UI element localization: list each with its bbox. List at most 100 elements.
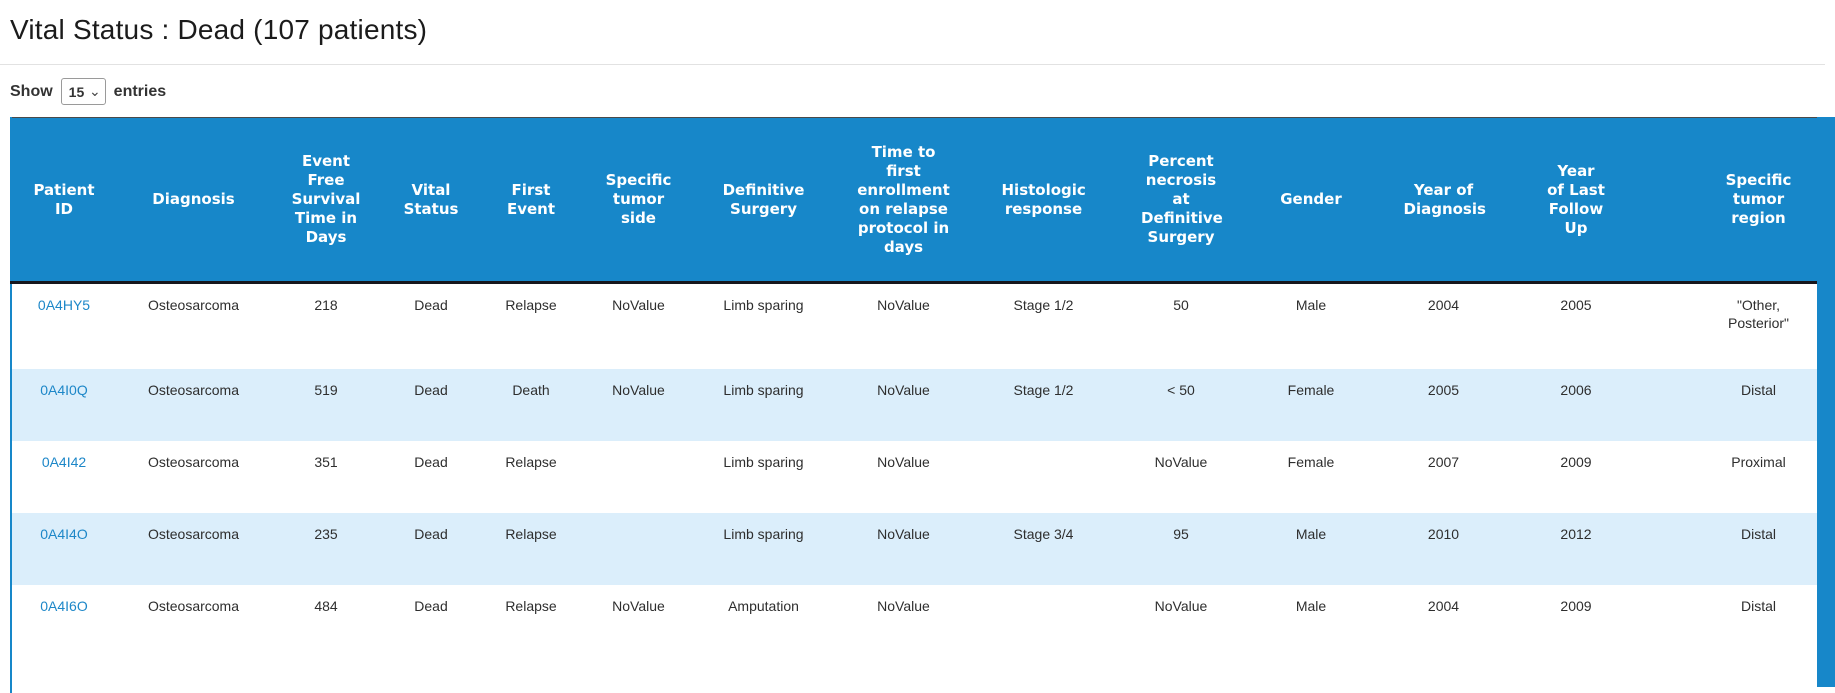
cell-value: 2004 [1427, 597, 1460, 614]
column-header-label: Time to first enrollment on relapse prot… [857, 142, 950, 256]
column-header-patient-id: Patient ID [11, 117, 116, 284]
cell-value: Limb sparing [723, 381, 804, 398]
cell-patient-id: 0A4HY5 [11, 283, 116, 369]
cell-value: 2009 [1560, 453, 1592, 470]
cell-first-event: Relapse [481, 585, 581, 693]
column-header-label: Year of Diagnosis [1403, 180, 1486, 218]
cell-value: Limb sparing [723, 525, 804, 542]
cell-value: 2005 [1560, 297, 1592, 313]
cell-tumor-region: Distal [1636, 369, 1835, 441]
divider-line [0, 64, 1825, 65]
table-row: 0A4I4O Osteosarcoma 235 Dead Relapse Limb spa… [11, 512, 1835, 585]
table-zone: Patient ID Diagnosis Event Free Survival T… [0, 117, 1835, 693]
cell-diagnosis: Osteosarcoma [116, 513, 271, 585]
cell-first-event: Death [481, 369, 581, 441]
cell-value: 2007 [1427, 453, 1460, 470]
cell-value: Proximal [1731, 453, 1786, 470]
column-header-label: First Event [506, 180, 556, 218]
cell-efs-days: 519 [271, 369, 381, 441]
column-header-tumor-region: Specific tumor region [1636, 117, 1835, 284]
column-header-year-of-diagnosis: Year of Diagnosis [1371, 117, 1516, 284]
cell-value: 519 [314, 381, 338, 398]
cell-time-to-relapse-enrollment: NoValue [831, 441, 976, 513]
cell-value: Distal [1740, 381, 1776, 398]
patient-id-link[interactable]: 0A4I0Q [40, 381, 88, 398]
cell-vital-status: Dead [381, 441, 481, 513]
cell-tumor-region: Distal [1636, 585, 1835, 693]
column-header-label: Definitive Surgery [722, 180, 805, 218]
column-header-vital-status: Vital Status [381, 117, 481, 284]
cell-value: NoValue [877, 525, 930, 542]
page-length-controls: Show 15 ⌄ entries [10, 78, 1835, 105]
column-header-label: Specific tumor side [605, 171, 672, 227]
page-length-select-wrap: 15 ⌄ [60, 78, 106, 105]
column-header-label: Histologic response [1001, 180, 1086, 218]
patient-id-link[interactable]: 0A4I4O [40, 525, 88, 542]
cell-value: Osteosarcoma [147, 597, 240, 614]
column-header-time-to-relapse-enrollment: Time to first enrollment on relapse prot… [831, 117, 976, 284]
table-row: 0A4I6O Osteosarcoma 484 Dead Relapse NoValue A… [11, 584, 1835, 693]
cell-value: 235 [314, 525, 338, 542]
cell-value: Dead [414, 453, 448, 470]
cell-gender: Female [1251, 369, 1371, 441]
cell-value: 218 [314, 297, 338, 313]
cell-year-last-follow-up: 2006 [1516, 369, 1636, 441]
cell-gender: Female [1251, 441, 1371, 513]
column-header-year-last-follow-up: Year of Last Follow Up [1516, 117, 1636, 284]
patient-id-link[interactable]: 0A4I6O [40, 597, 88, 614]
cell-value: NoValue [877, 381, 930, 398]
cell-value: NoValue [877, 597, 930, 614]
page-length-select[interactable]: 15 [60, 78, 106, 105]
cell-year-last-follow-up: 2005 [1516, 283, 1636, 369]
patient-id-link[interactable]: 0A4I42 [41, 453, 87, 470]
cell-value: Relapse [505, 453, 557, 470]
cell-definitive-surgery: Limb sparing [696, 513, 831, 585]
cell-vital-status: Dead [381, 585, 481, 693]
cell-value: 2012 [1560, 525, 1592, 542]
cell-value: Stage 1/2 [1013, 381, 1074, 398]
cell-diagnosis: Osteosarcoma [116, 441, 271, 513]
cell-vital-status: Dead [381, 283, 481, 369]
cell-value: NoValue [612, 297, 665, 313]
cell-tumor-side [581, 513, 696, 585]
cell-time-to-relapse-enrollment: NoValue [831, 369, 976, 441]
cell-gender: Male [1251, 585, 1371, 693]
cell-definitive-surgery: Limb sparing [696, 441, 831, 513]
cell-definitive-surgery: Limb sparing [696, 369, 831, 441]
cell-value: Stage 3/4 [1013, 525, 1074, 542]
cell-value: Osteosarcoma [147, 453, 240, 470]
cell-percent-necrosis: NoValue [1111, 585, 1251, 693]
cell-efs-days: 484 [271, 585, 381, 693]
cell-year-last-follow-up: 2009 [1516, 441, 1636, 513]
cell-value: Male [1295, 597, 1327, 614]
table-header-row: Patient ID Diagnosis Event Free Survival T… [11, 117, 1835, 284]
cell-histologic-response [976, 441, 1111, 513]
cell-value: Limb sparing [723, 297, 804, 313]
cell-year-of-diagnosis: 2010 [1371, 513, 1516, 585]
cell-diagnosis: Osteosarcoma [116, 283, 271, 369]
column-header-label: Patient ID [33, 180, 95, 218]
table-body: 0A4HY5 Osteosarcoma 218 Dead Relapse NoValue L… [11, 282, 1835, 693]
cell-tumor-region: Proximal [1636, 441, 1835, 513]
cell-vital-status: Dead [381, 513, 481, 585]
column-header-histologic-response: Histologic response [976, 117, 1111, 284]
table-row: 0A4I42 Osteosarcoma 351 Dead Relapse Limb spa… [11, 440, 1835, 513]
cell-year-last-follow-up: 2009 [1516, 585, 1636, 693]
cell-value: Osteosarcoma [147, 297, 240, 313]
column-header-diagnosis: Diagnosis [116, 117, 271, 284]
cell-histologic-response: Stage 1/2 [976, 369, 1111, 441]
cell-year-of-diagnosis: 2005 [1371, 369, 1516, 441]
patient-id-link[interactable]: 0A4HY5 [37, 297, 91, 313]
cell-percent-necrosis: < 50 [1111, 369, 1251, 441]
cell-patient-id: 0A4I42 [11, 441, 116, 513]
cell-value: Amputation [728, 597, 799, 614]
cell-first-event: Relapse [481, 513, 581, 585]
column-header-label: Vital Status [403, 180, 459, 218]
cell-value: 2010 [1427, 525, 1460, 542]
cell-value: NoValue [612, 597, 665, 614]
cell-year-of-diagnosis: 2004 [1371, 283, 1516, 369]
cell-patient-id: 0A4I0Q [11, 369, 116, 441]
cell-value: 2005 [1427, 381, 1460, 398]
cell-value: 50 [1173, 297, 1189, 313]
